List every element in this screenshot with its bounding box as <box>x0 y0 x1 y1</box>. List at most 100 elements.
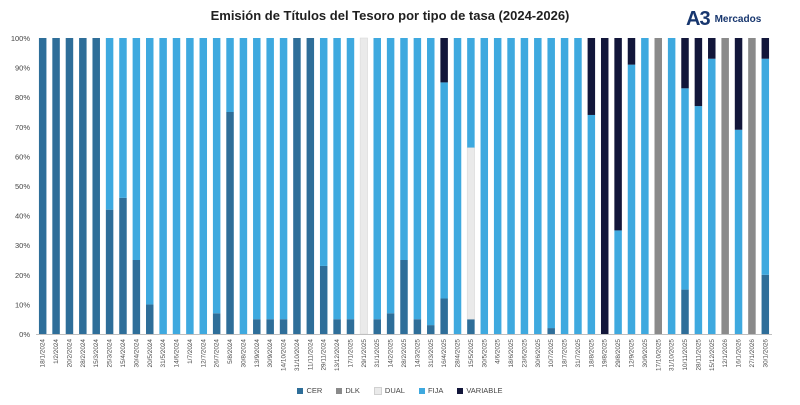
bar-segment-fija <box>641 38 649 334</box>
bar-segment-cer <box>212 313 221 334</box>
x-tick-label: 15/4/2024 <box>120 339 127 368</box>
bar-segment-fija <box>480 38 489 334</box>
bar-segment-dlk <box>748 38 756 334</box>
bar-segment-fija <box>119 38 127 198</box>
bar-segment-cer <box>386 313 395 334</box>
bar-segment-cer <box>92 38 100 334</box>
bar-segment-fija <box>694 106 703 334</box>
bar-segment-cer <box>266 319 274 334</box>
x-tick-label: 16/4/2025 <box>441 339 448 368</box>
x-tick-label: 31/10/2025 <box>669 339 676 371</box>
legend-swatch <box>457 387 464 394</box>
x-tick-label: 31/3/2025 <box>428 339 435 368</box>
bar-segment-fija <box>253 38 261 320</box>
chart-title: Emisión de Títulos del Tesoro por tipo d… <box>210 8 570 23</box>
x-tick-label: 19/8/2025 <box>602 339 609 368</box>
x-tick-label: 29/11/2024 <box>321 339 328 371</box>
legend-item-cer: CER <box>297 386 322 395</box>
bar-segment-fija <box>413 38 422 320</box>
x-tick-label: 20/2/2024 <box>66 339 73 368</box>
bar-segment-cer <box>65 38 74 334</box>
legend-swatch <box>336 387 343 394</box>
y-tick-label: 50% <box>15 182 30 191</box>
bar-segment-variable <box>681 38 689 89</box>
bar-segment-variable <box>627 38 636 65</box>
bar-segment-dlk <box>654 38 662 334</box>
legend-label: CER <box>306 386 323 395</box>
bar-segment-fija <box>614 230 622 334</box>
legend-swatch <box>373 386 382 395</box>
x-tick-label: 11/11/2024 <box>307 339 314 370</box>
y-tick-label: 40% <box>15 212 30 221</box>
bar-segment-fija <box>440 82 448 299</box>
x-tick-label: 12/1/2026 <box>722 339 729 368</box>
x-tick-label: 18/6/2025 <box>508 339 515 368</box>
x-tick-label: 14/2/2025 <box>388 339 395 368</box>
bar-segment-fija <box>226 38 234 112</box>
bar-segment-fija <box>146 38 154 305</box>
bar-segment-variable <box>440 38 448 83</box>
bar-segment-cer <box>38 38 47 334</box>
bar-area <box>38 37 770 335</box>
bar-segment-cer <box>279 319 288 334</box>
bar-segment-cer <box>146 304 154 334</box>
x-tick-label: 28/11/2025 <box>695 339 702 371</box>
bar-segment-fija <box>734 129 743 334</box>
x-tick-label: 18/8/2025 <box>588 339 595 368</box>
x-tick-label: 10/7/2025 <box>548 339 555 368</box>
x-tick-label: 25/3/2024 <box>107 339 114 368</box>
legend-label: DLK <box>345 386 360 395</box>
x-tick-label: 20/5/2024 <box>147 339 154 368</box>
bar-segment-fija <box>400 38 408 260</box>
bar-segment-cer <box>333 319 341 334</box>
x-tick-label: 31/7/2025 <box>575 339 582 368</box>
y-tick-label: 90% <box>15 64 30 73</box>
bar-segment-fija <box>186 38 194 334</box>
x-tick-label: 31/10/2024 <box>294 339 301 371</box>
bar-segment-cer <box>547 328 555 334</box>
x-tick-label: 14/6/2024 <box>174 339 181 368</box>
x-tick-label: 1/7/2024 <box>187 339 194 364</box>
bar-segment-cer <box>761 274 770 334</box>
bar-segment-cer <box>373 319 381 334</box>
bar-segment-fija <box>520 38 529 334</box>
legend-label: FIJA <box>427 386 444 395</box>
bar-segment-fija <box>373 38 381 320</box>
x-tick-label: 31/5/2024 <box>160 339 167 368</box>
x-tick-label: 29/8/2025 <box>615 339 622 368</box>
x-tick-label: 30/9/2025 <box>642 339 649 368</box>
bar-segment-fija <box>319 38 328 266</box>
legend-label: DUAL <box>384 386 405 395</box>
x-tick-label: 14/3/2025 <box>414 339 421 368</box>
bar-segment-fija <box>587 114 596 335</box>
x-tick-label: 15/5/2025 <box>468 339 475 368</box>
x-tick-label: 10/11/2025 <box>682 339 689 371</box>
bar-segment-fija <box>172 38 181 334</box>
y-tick-label: 0% <box>19 330 30 339</box>
bar-segment-cer <box>427 325 435 334</box>
legend-swatch <box>418 387 425 394</box>
x-tick-label: 28/2/2025 <box>401 339 408 368</box>
bar-segment-fija <box>507 38 515 334</box>
y-tick-label: 80% <box>15 93 30 102</box>
legend-item-fija: FIJA <box>418 386 444 395</box>
y-tick-label: 10% <box>15 300 30 309</box>
legend-item-dual: DUAL <box>373 386 405 395</box>
legend-item-dlk: DLK <box>336 386 360 395</box>
x-tick-label: 28/2/2024 <box>80 339 87 368</box>
bar-segment-fija <box>534 38 542 334</box>
brand-logo-mark: A3 <box>686 7 711 30</box>
bar-segment-fija <box>279 38 288 320</box>
bar-segment-fija <box>199 38 208 334</box>
x-tick-label: 23/6/2025 <box>521 339 528 368</box>
x-tick-label: 28/4/2025 <box>455 339 462 368</box>
bar-segment-dual <box>466 147 475 320</box>
bar-segment-fija <box>681 88 689 290</box>
x-tick-label: 26/7/2024 <box>214 339 221 368</box>
bar-segment-fija <box>493 38 502 334</box>
x-tick-label: 30/4/2024 <box>133 339 140 368</box>
bar-segment-cer <box>132 260 141 334</box>
bar-segment-variable <box>600 38 609 334</box>
y-tick-label: 30% <box>15 241 30 250</box>
bar-segment-variable <box>734 38 743 130</box>
